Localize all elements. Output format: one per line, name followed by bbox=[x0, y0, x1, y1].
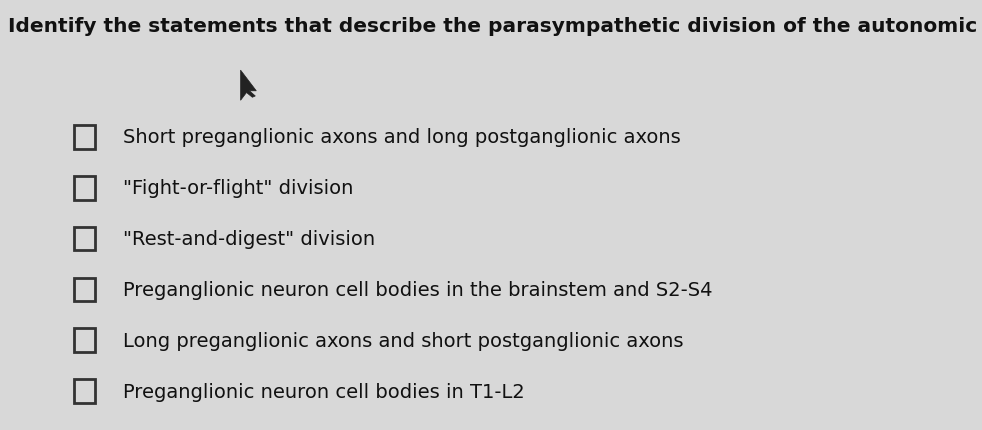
Text: Short preganglionic axons and long postganglionic axons: Short preganglionic axons and long postg… bbox=[123, 128, 681, 147]
Bar bbox=[74, 329, 95, 352]
Text: Identify the statements that describe the parasympathetic division of the autono: Identify the statements that describe th… bbox=[8, 17, 982, 36]
Bar bbox=[74, 176, 95, 200]
Bar bbox=[74, 278, 95, 302]
Bar bbox=[74, 126, 95, 149]
Polygon shape bbox=[241, 71, 256, 101]
Text: "Fight-or-flight" division: "Fight-or-flight" division bbox=[123, 179, 354, 198]
Bar bbox=[74, 379, 95, 403]
Text: Preganglionic neuron cell bodies in the brainstem and S2-S4: Preganglionic neuron cell bodies in the … bbox=[123, 280, 712, 299]
Text: "Rest-and-digest" division: "Rest-and-digest" division bbox=[123, 230, 375, 249]
Text: Long preganglionic axons and short postganglionic axons: Long preganglionic axons and short postg… bbox=[123, 331, 683, 350]
Bar bbox=[74, 227, 95, 251]
Text: Preganglionic neuron cell bodies in T1-L2: Preganglionic neuron cell bodies in T1-L… bbox=[123, 382, 524, 401]
